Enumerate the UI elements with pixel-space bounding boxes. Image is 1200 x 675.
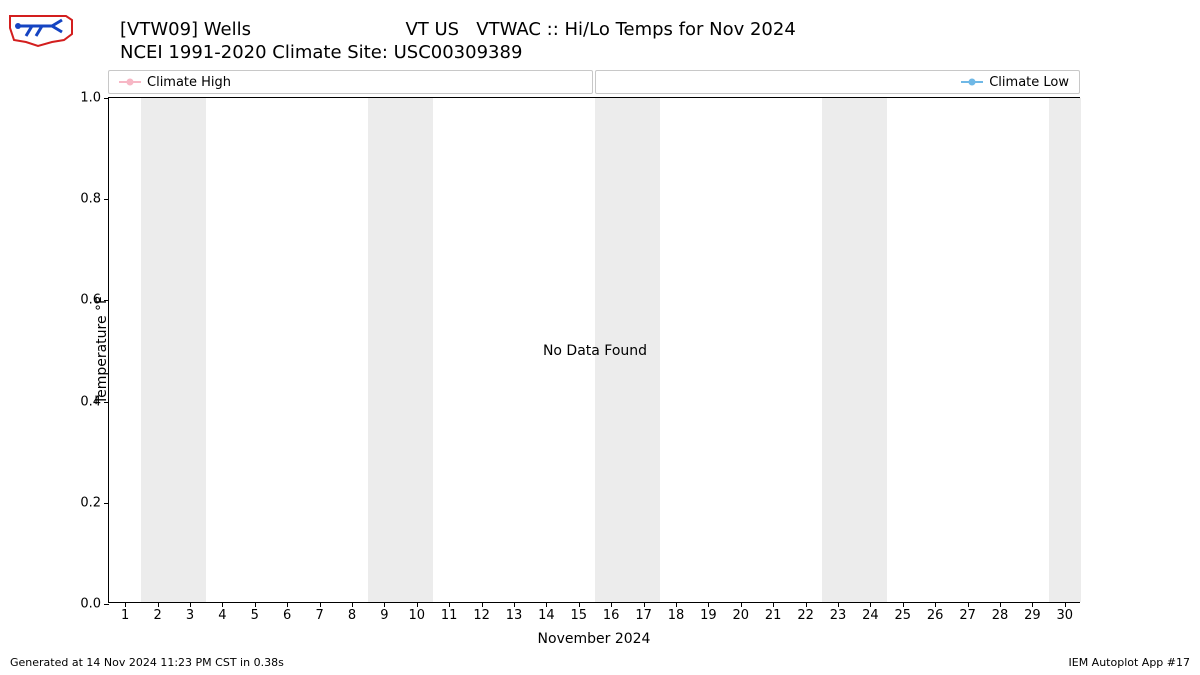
xtick <box>708 602 709 607</box>
title-line2: NCEI 1991-2020 Climate Site: USC00309389 <box>120 42 522 63</box>
xtick-label: 14 <box>538 608 555 623</box>
xtick-label: 13 <box>506 608 523 623</box>
title-line1: [VTW09] Wells VT US VTWAC :: Hi/Lo Temps… <box>120 19 796 40</box>
xtick <box>838 602 839 607</box>
xtick-label: 1 <box>121 608 129 623</box>
xtick <box>741 602 742 607</box>
legend-climate-high: Climate High <box>108 70 593 94</box>
xtick <box>935 602 936 607</box>
xtick <box>190 602 191 607</box>
iem-logo <box>6 6 76 50</box>
xtick <box>644 602 645 607</box>
xtick-label: 24 <box>862 608 879 623</box>
legend-high-swatch <box>119 81 141 83</box>
ytick <box>104 199 109 200</box>
xtick <box>968 602 969 607</box>
xtick <box>1000 602 1001 607</box>
legend-low-label: Climate Low <box>989 75 1069 90</box>
xtick-label: 6 <box>283 608 291 623</box>
xtick <box>255 602 256 607</box>
xtick <box>546 602 547 607</box>
ytick-label: 0.8 <box>80 192 101 207</box>
xtick-label: 29 <box>1024 608 1041 623</box>
xtick <box>1065 602 1066 607</box>
xtick-label: 28 <box>992 608 1009 623</box>
xtick-label: 16 <box>603 608 620 623</box>
ytick-label: 1.0 <box>80 91 101 106</box>
ytick <box>104 98 109 99</box>
ytick <box>104 604 109 605</box>
ytick <box>104 503 109 504</box>
xtick <box>320 602 321 607</box>
no-data-message: No Data Found <box>543 343 647 359</box>
xtick <box>611 602 612 607</box>
xtick <box>352 602 353 607</box>
ytick-label: 0.2 <box>80 495 101 510</box>
xtick-label: 23 <box>830 608 847 623</box>
xtick <box>1032 602 1033 607</box>
xtick <box>222 602 223 607</box>
xtick-label: 20 <box>733 608 750 623</box>
plot-area: No Data Found0.00.20.40.60.81.0123456789… <box>108 97 1080 603</box>
xtick-label: 8 <box>348 608 356 623</box>
xtick-label: 18 <box>668 608 685 623</box>
xtick-label: 12 <box>473 608 490 623</box>
xtick-label: 2 <box>153 608 161 623</box>
legend-climate-low: Climate Low <box>595 70 1080 94</box>
xtick <box>514 602 515 607</box>
ytick-label: 0.0 <box>80 597 101 612</box>
weekend-band <box>368 98 433 602</box>
legend-high-label: Climate High <box>147 75 231 90</box>
xtick <box>287 602 288 607</box>
footer-generated: Generated at 14 Nov 2024 11:23 PM CST in… <box>10 656 284 669</box>
xtick-label: 15 <box>571 608 588 623</box>
xtick-label: 17 <box>635 608 652 623</box>
xtick-label: 5 <box>251 608 259 623</box>
xtick-label: 22 <box>797 608 814 623</box>
x-axis-label: November 2024 <box>538 631 651 647</box>
xtick <box>903 602 904 607</box>
xtick-label: 3 <box>186 608 194 623</box>
xtick <box>773 602 774 607</box>
xtick <box>384 602 385 607</box>
chart-title: [VTW09] Wells VT US VTWAC :: Hi/Lo Temps… <box>120 18 796 65</box>
xtick-label: 26 <box>927 608 944 623</box>
xtick-label: 27 <box>959 608 976 623</box>
xtick-label: 11 <box>441 608 458 623</box>
xtick-label: 21 <box>765 608 782 623</box>
footer-app: IEM Autoplot App #17 <box>1069 656 1191 669</box>
xtick-label: 25 <box>895 608 912 623</box>
xtick-label: 30 <box>1057 608 1074 623</box>
xtick <box>449 602 450 607</box>
weekend-band <box>822 98 887 602</box>
xtick-label: 9 <box>380 608 388 623</box>
xtick <box>579 602 580 607</box>
xtick <box>125 602 126 607</box>
y-axis-label: Temperature °F <box>94 296 110 404</box>
xtick <box>806 602 807 607</box>
xtick-label: 10 <box>409 608 426 623</box>
xtick-label: 4 <box>218 608 226 623</box>
weekend-band <box>1049 98 1081 602</box>
xtick <box>158 602 159 607</box>
xtick-label: 7 <box>315 608 323 623</box>
xtick <box>676 602 677 607</box>
xtick <box>417 602 418 607</box>
xtick-label: 19 <box>700 608 717 623</box>
legend-low-swatch <box>961 81 983 83</box>
xtick <box>870 602 871 607</box>
weekend-band <box>141 98 206 602</box>
xtick <box>482 602 483 607</box>
